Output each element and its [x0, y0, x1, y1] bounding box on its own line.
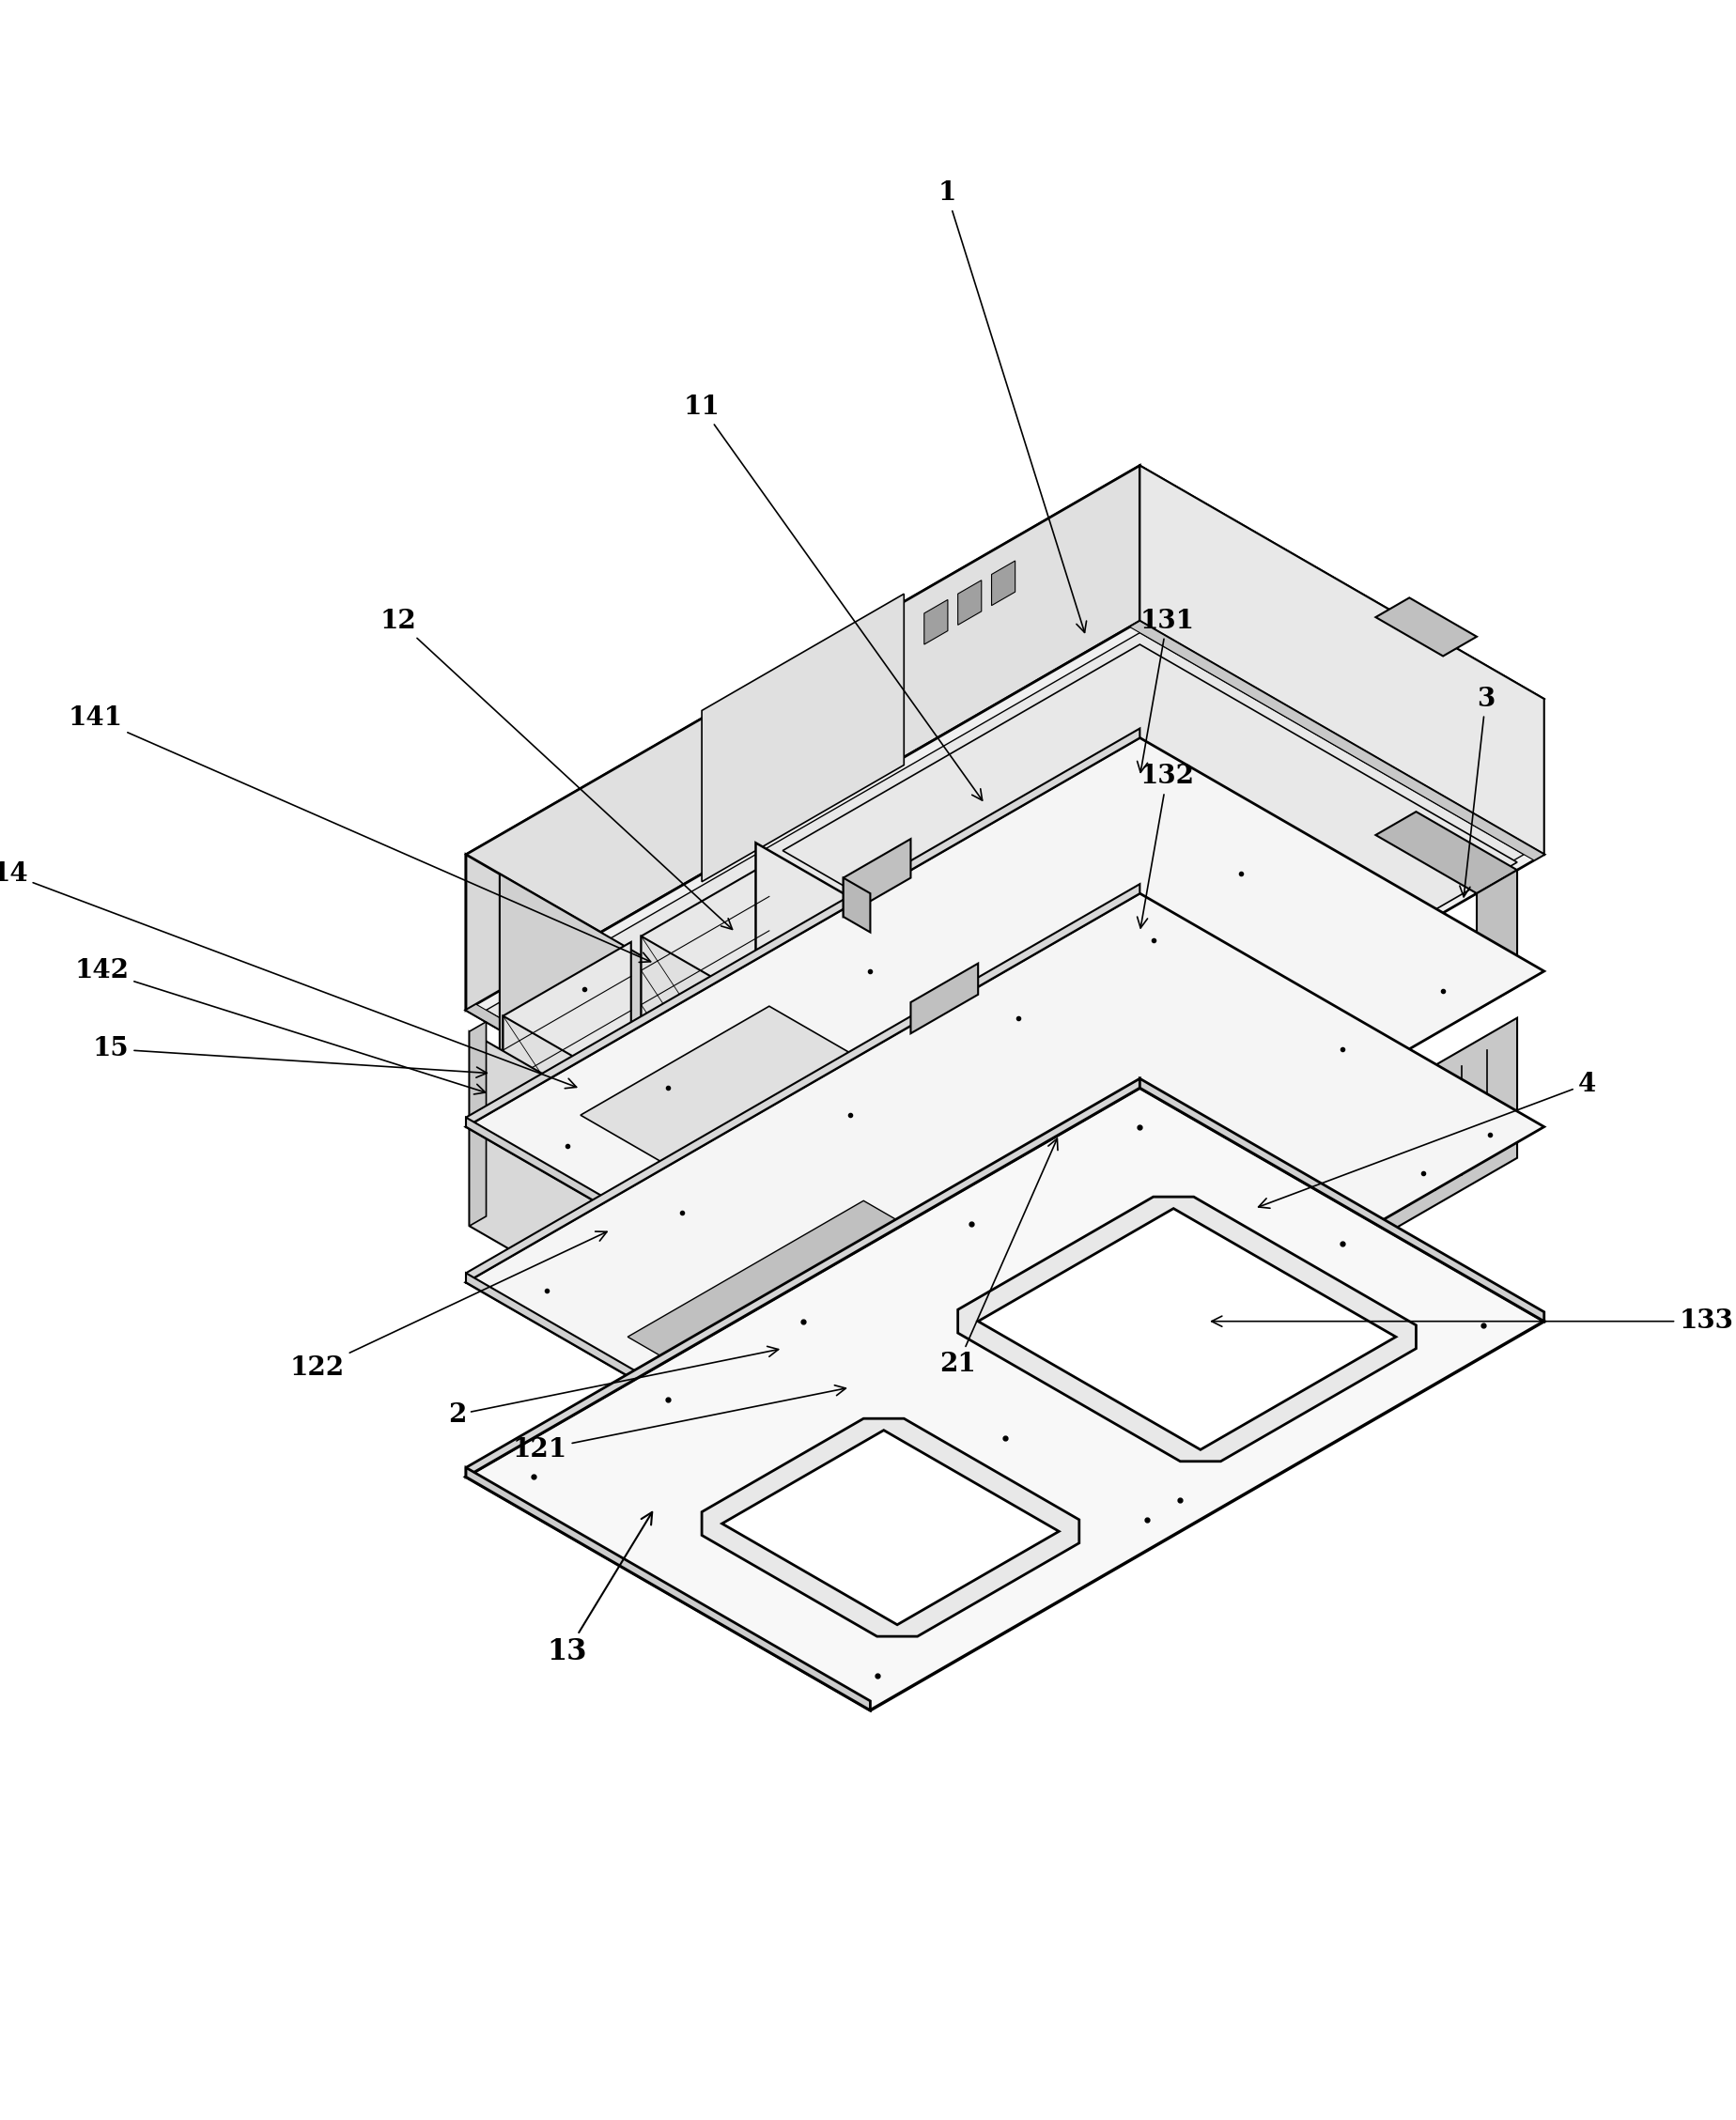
Polygon shape	[1276, 1130, 1295, 1249]
Text: 2: 2	[448, 1346, 778, 1427]
Text: 121: 121	[512, 1384, 845, 1463]
Polygon shape	[500, 873, 837, 1247]
Text: 15: 15	[92, 1037, 486, 1077]
Polygon shape	[465, 466, 1543, 1088]
Polygon shape	[734, 1128, 957, 1255]
Polygon shape	[1038, 882, 1307, 1037]
Polygon shape	[465, 466, 1139, 1009]
Polygon shape	[977, 1208, 1396, 1450]
Polygon shape	[1226, 1160, 1245, 1278]
Polygon shape	[465, 1005, 880, 1244]
Polygon shape	[486, 632, 1522, 1232]
Polygon shape	[1288, 878, 1364, 922]
Polygon shape	[1139, 466, 1543, 854]
Polygon shape	[641, 863, 769, 1107]
Polygon shape	[641, 937, 823, 1213]
Polygon shape	[722, 1255, 991, 1410]
Polygon shape	[722, 1431, 1059, 1624]
Polygon shape	[1375, 598, 1476, 655]
Text: 141: 141	[68, 706, 651, 962]
Polygon shape	[469, 1022, 486, 1225]
Polygon shape	[1375, 812, 1516, 893]
Polygon shape	[694, 1128, 877, 1403]
Polygon shape	[1354, 1085, 1371, 1206]
Text: 122: 122	[290, 1232, 606, 1380]
Polygon shape	[503, 941, 630, 1187]
Polygon shape	[701, 594, 903, 882]
Polygon shape	[1038, 914, 1307, 1068]
Polygon shape	[465, 893, 1543, 1516]
Text: 142: 142	[75, 958, 484, 1094]
Text: 131: 131	[1137, 608, 1194, 772]
Text: 21: 21	[939, 1138, 1057, 1376]
Polygon shape	[1252, 1145, 1269, 1264]
Polygon shape	[816, 1174, 1038, 1302]
Polygon shape	[1196, 825, 1274, 869]
Polygon shape	[694, 1054, 823, 1297]
Polygon shape	[465, 729, 1139, 1128]
Polygon shape	[970, 844, 1106, 920]
Text: 133: 133	[1212, 1308, 1733, 1333]
Polygon shape	[844, 878, 870, 933]
Polygon shape	[469, 1032, 833, 1435]
Polygon shape	[1328, 1100, 1347, 1221]
Polygon shape	[1476, 869, 1516, 1009]
Polygon shape	[503, 1015, 684, 1291]
Polygon shape	[465, 854, 870, 1244]
Polygon shape	[910, 962, 977, 1032]
Polygon shape	[465, 1467, 870, 1711]
Polygon shape	[641, 1032, 951, 1213]
Polygon shape	[991, 562, 1014, 606]
Text: 4: 4	[1259, 1071, 1595, 1208]
Text: 11: 11	[684, 394, 983, 801]
Polygon shape	[1200, 1174, 1219, 1293]
Polygon shape	[924, 600, 948, 644]
Polygon shape	[844, 840, 910, 916]
Polygon shape	[755, 844, 1160, 1270]
Polygon shape	[1318, 895, 1396, 939]
Polygon shape	[694, 1223, 1005, 1403]
Text: 1: 1	[937, 180, 1085, 632]
Polygon shape	[833, 1145, 1142, 1323]
Polygon shape	[465, 1088, 1543, 1711]
Polygon shape	[1139, 1079, 1543, 1321]
Polygon shape	[627, 1200, 898, 1357]
Polygon shape	[1186, 1054, 1389, 1325]
Text: 14: 14	[0, 861, 576, 1088]
Polygon shape	[734, 1423, 795, 1456]
Polygon shape	[465, 884, 1139, 1283]
Polygon shape	[1227, 844, 1304, 888]
Polygon shape	[654, 1079, 877, 1208]
Polygon shape	[833, 973, 960, 1219]
Polygon shape	[465, 1274, 870, 1516]
Polygon shape	[1368, 1018, 1516, 1244]
Text: 3: 3	[1458, 687, 1495, 897]
Polygon shape	[816, 1310, 1085, 1465]
Polygon shape	[957, 1198, 1415, 1461]
Polygon shape	[1257, 861, 1335, 905]
Polygon shape	[465, 738, 1543, 1361]
Polygon shape	[580, 1007, 1092, 1302]
Text: 13: 13	[547, 1512, 651, 1666]
Text: 132: 132	[1137, 763, 1194, 929]
Polygon shape	[1128, 621, 1543, 861]
Text: 12: 12	[380, 608, 733, 929]
Polygon shape	[465, 1079, 1139, 1478]
Polygon shape	[1302, 1115, 1321, 1236]
Polygon shape	[957, 581, 981, 625]
Polygon shape	[833, 1047, 1014, 1323]
Polygon shape	[783, 644, 1516, 1068]
Polygon shape	[701, 1418, 1078, 1637]
Polygon shape	[833, 1232, 849, 1435]
Polygon shape	[465, 1117, 870, 1361]
Polygon shape	[503, 1113, 812, 1291]
Polygon shape	[465, 621, 1543, 1244]
